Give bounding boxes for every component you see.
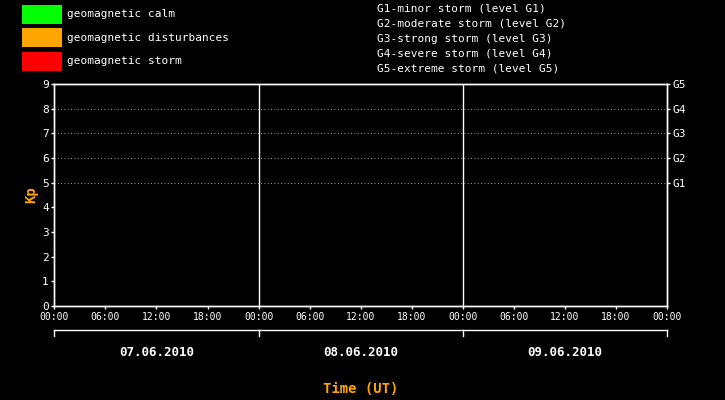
Text: 09.06.2010: 09.06.2010 [527,346,602,358]
Text: G2-moderate storm (level G2): G2-moderate storm (level G2) [377,18,566,28]
Text: geomagnetic storm: geomagnetic storm [67,56,182,66]
Text: Time (UT): Time (UT) [323,382,398,396]
Text: G4-severe storm (level G4): G4-severe storm (level G4) [377,49,552,59]
Text: G3-strong storm (level G3): G3-strong storm (level G3) [377,34,552,44]
Text: geomagnetic calm: geomagnetic calm [67,9,175,19]
Text: geomagnetic disturbances: geomagnetic disturbances [67,33,229,43]
Text: 07.06.2010: 07.06.2010 [119,346,194,358]
Text: G5-extreme storm (level G5): G5-extreme storm (level G5) [377,64,559,74]
Text: G1-minor storm (level G1): G1-minor storm (level G1) [377,4,546,14]
Text: 08.06.2010: 08.06.2010 [323,346,398,358]
Y-axis label: Kp: Kp [24,187,38,203]
